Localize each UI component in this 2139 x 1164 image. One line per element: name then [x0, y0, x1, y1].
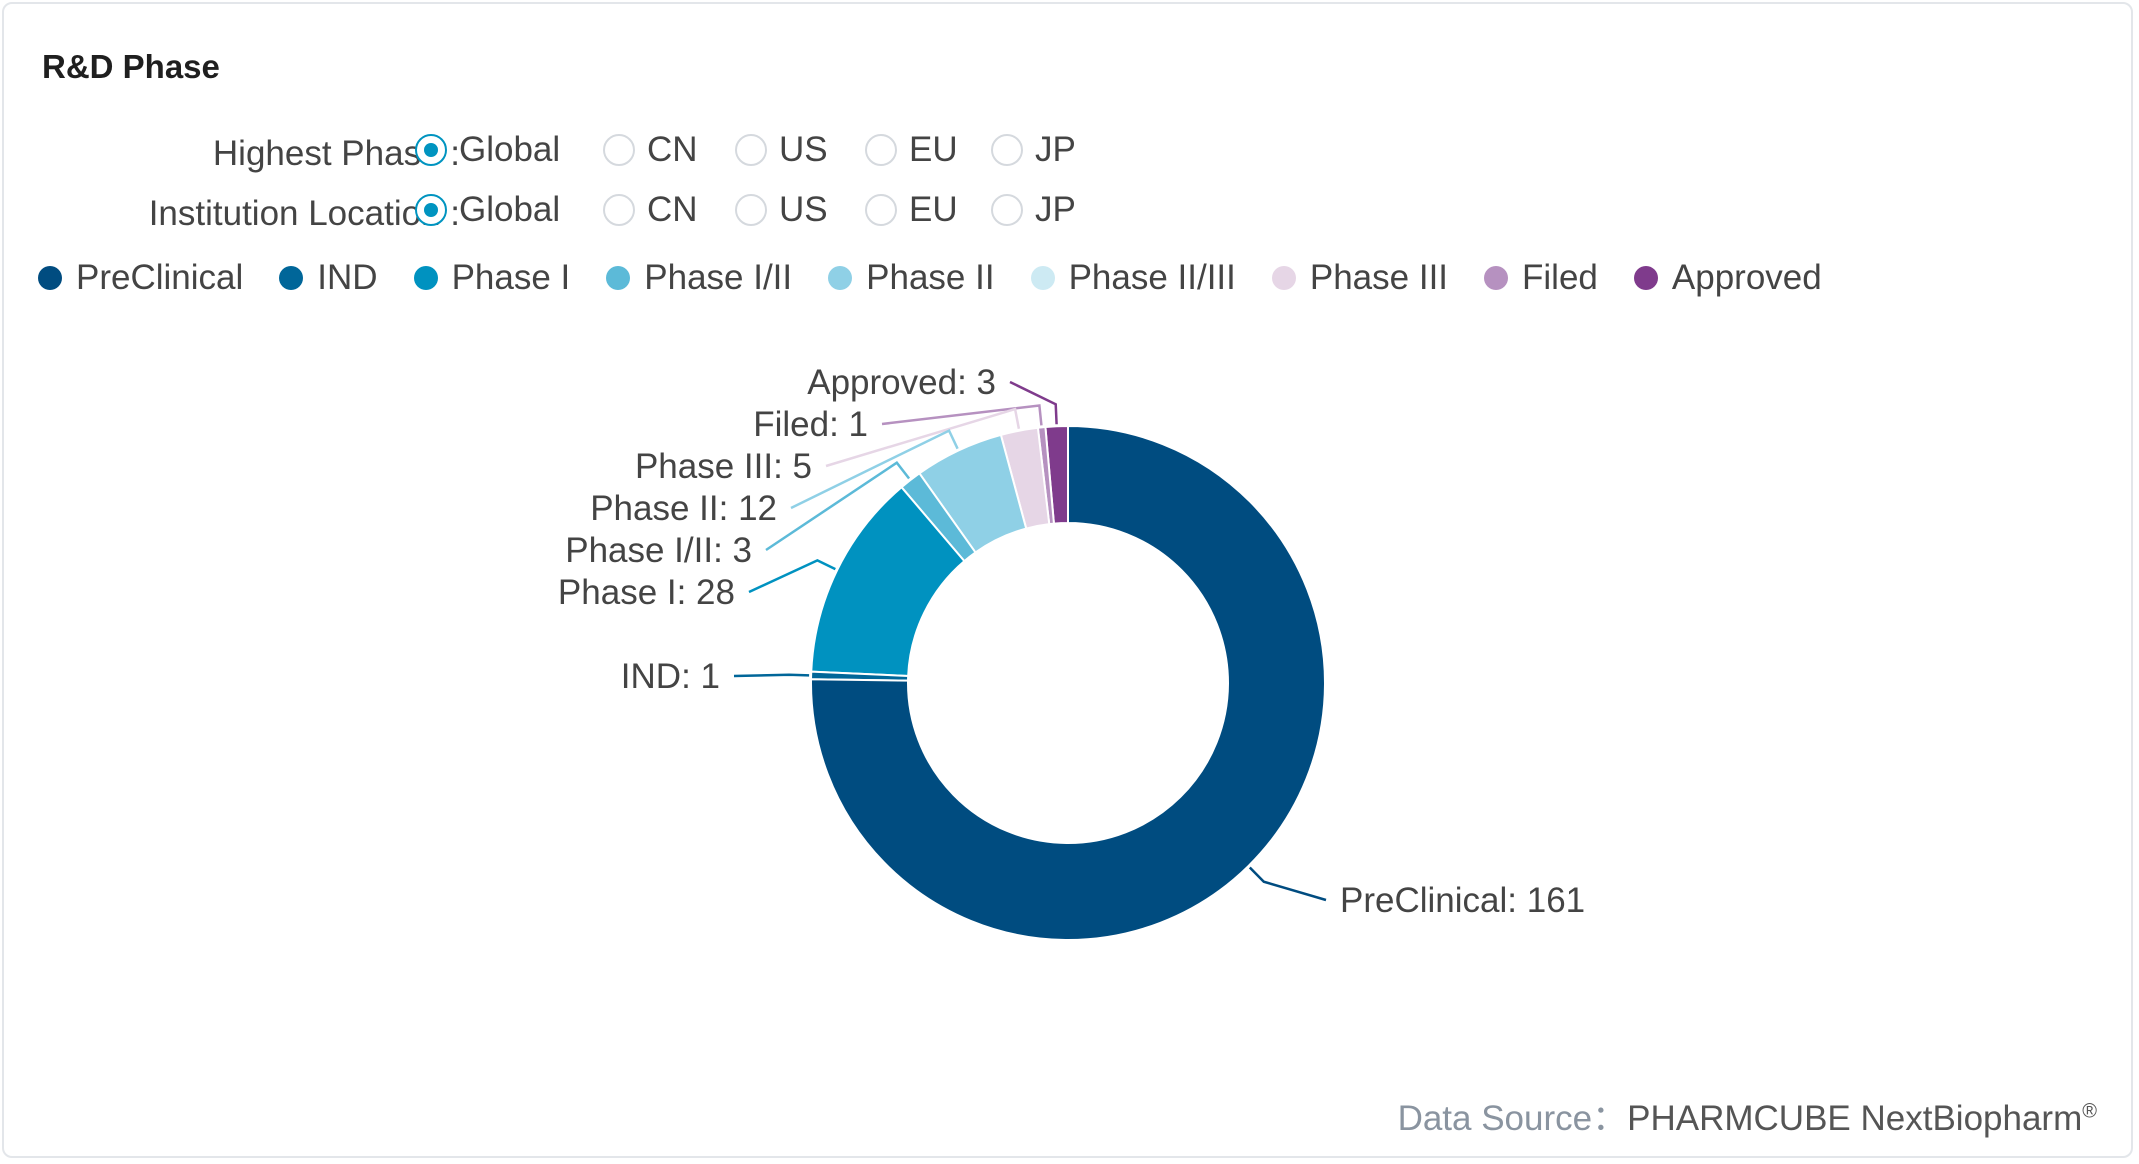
radio-option-label: EU: [909, 190, 958, 229]
legend-label: PreClinical: [76, 258, 244, 297]
legend-label: IND: [317, 258, 378, 297]
legend-label: Phase I/II: [644, 258, 793, 297]
radio-unchecked-icon[interactable]: [991, 194, 1023, 226]
data-label-approved: Approved: 3: [807, 363, 996, 402]
legend-dot-icon: [828, 266, 853, 290]
highest-phase-option-jp[interactable]: JP: [991, 130, 1076, 170]
radio-option-label: Global: [459, 130, 561, 169]
legend-dot-icon: [1484, 266, 1509, 290]
leader-line-phase-i: [748, 558, 836, 594]
chart-legend: PreClinical IND Phase I Phase I/II Phase II P…: [38, 258, 1858, 298]
radio-option-label: JP: [1035, 190, 1076, 229]
radio-unchecked-icon[interactable]: [603, 194, 635, 226]
radio-option-label: US: [779, 130, 828, 169]
slice-phase-ii[interactable]: [917, 433, 1028, 554]
highest-phase-option-cn[interactable]: CN: [603, 130, 698, 170]
radio-option-label: CN: [647, 130, 698, 169]
leader-line-phase-iii: [825, 407, 1021, 468]
legend-label: Filed: [1522, 258, 1598, 297]
legend-item-phase-i-ii[interactable]: Phase I/II: [606, 258, 792, 298]
leader-line-approved: [1009, 380, 1058, 425]
radio-option-label: Global: [459, 190, 561, 229]
radio-unchecked-icon[interactable]: [865, 134, 897, 166]
leader-line-preclinical: [1248, 866, 1327, 902]
data-label-filed: Filed: 1: [753, 405, 868, 444]
legend-dot-icon: [279, 266, 304, 290]
slice-phase-iii[interactable]: [999, 426, 1051, 530]
card-title: R&D Phase: [42, 48, 220, 85]
radio-option-label: US: [779, 190, 828, 229]
institution-location-filter: Institution Location : Global CN US EU JP: [0, 190, 1200, 238]
legend-item-phase-i[interactable]: Phase I: [413, 258, 571, 298]
institution-location-option-jp[interactable]: JP: [991, 190, 1076, 230]
leader-line-phase-ii: [790, 428, 959, 510]
data-label-phase-i-ii: Phase I/II: 3: [565, 531, 752, 570]
highest-phase-option-global[interactable]: Global: [415, 130, 560, 170]
legend-item-filed[interactable]: Filed: [1484, 258, 1598, 298]
radio-checked-icon[interactable]: [415, 194, 447, 226]
highest-phase-option-eu[interactable]: EU: [865, 130, 958, 170]
legend-dot-icon: [1633, 266, 1658, 290]
data-source-brand: PHARMCUBE NextBiopharm: [1627, 1099, 2083, 1138]
legend-dot-icon: [1030, 266, 1055, 290]
data-label-ind: IND: 1: [621, 657, 720, 696]
institution-location-option-us[interactable]: US: [735, 190, 828, 230]
radio-checked-icon[interactable]: [415, 134, 447, 166]
registered-mark: ®: [2082, 1100, 2097, 1123]
legend-item-phase-ii[interactable]: Phase II: [828, 258, 995, 298]
institution-location-option-global[interactable]: Global: [415, 190, 560, 230]
data-source-prefix: Data Source：: [1397, 1099, 1628, 1138]
radio-unchecked-icon[interactable]: [735, 134, 767, 166]
radio-unchecked-icon[interactable]: [603, 134, 635, 166]
slice-phase-i-ii[interactable]: [900, 471, 977, 563]
legend-label: Phase II: [866, 258, 995, 297]
radio-unchecked-icon[interactable]: [735, 194, 767, 226]
legend-dot-icon: [413, 266, 438, 290]
legend-item-approved[interactable]: Approved: [1633, 258, 1822, 298]
legend-item-phase-ii-iii[interactable]: Phase II/III: [1030, 258, 1236, 298]
legend-item-phase-iii[interactable]: Phase III: [1271, 258, 1449, 298]
radio-option-label: CN: [647, 190, 698, 229]
data-label-preclinical: PreClinical: 161: [1340, 881, 1585, 920]
legend-dot-icon: [38, 266, 62, 290]
legend-label: Approved: [1671, 258, 1822, 297]
slice-preclinical[interactable]: [810, 424, 1326, 941]
legend-label: Phase I: [451, 258, 571, 297]
data-source: Data Source：PHARMCUBE NextBiopharm®: [1398, 1090, 2097, 1141]
legend-item-ind[interactable]: IND: [279, 258, 378, 298]
leader-line-filed: [881, 404, 1043, 426]
highest-phase-option-us[interactable]: US: [735, 130, 828, 170]
institution-location-option-eu[interactable]: EU: [865, 190, 958, 230]
institution-location-label: Institution Location :: [148, 194, 460, 233]
radio-option-label: EU: [909, 130, 958, 169]
legend-dot-icon: [606, 266, 631, 290]
radio-option-label: JP: [1035, 130, 1076, 169]
radio-unchecked-icon[interactable]: [991, 134, 1023, 166]
leader-line-phase-i-ii: [765, 461, 911, 552]
highest-phase-filter: Highest Phase : Global CN US EU JP: [0, 130, 1200, 178]
slice-phase-i[interactable]: [810, 485, 966, 677]
legend-label: Phase III: [1309, 258, 1449, 297]
legend-item-preclinical[interactable]: PreClinical: [38, 258, 243, 298]
data-label-phase-ii: Phase II: 12: [590, 489, 777, 528]
data-label-phase-iii: Phase III: 5: [635, 447, 812, 486]
radio-unchecked-icon[interactable]: [865, 194, 897, 226]
legend-label: Phase II/III: [1068, 258, 1236, 297]
data-label-phase-i: Phase I: 28: [558, 573, 735, 612]
institution-location-option-cn[interactable]: CN: [603, 190, 698, 230]
leader-line-ind: [733, 673, 810, 678]
legend-dot-icon: [1271, 266, 1296, 290]
